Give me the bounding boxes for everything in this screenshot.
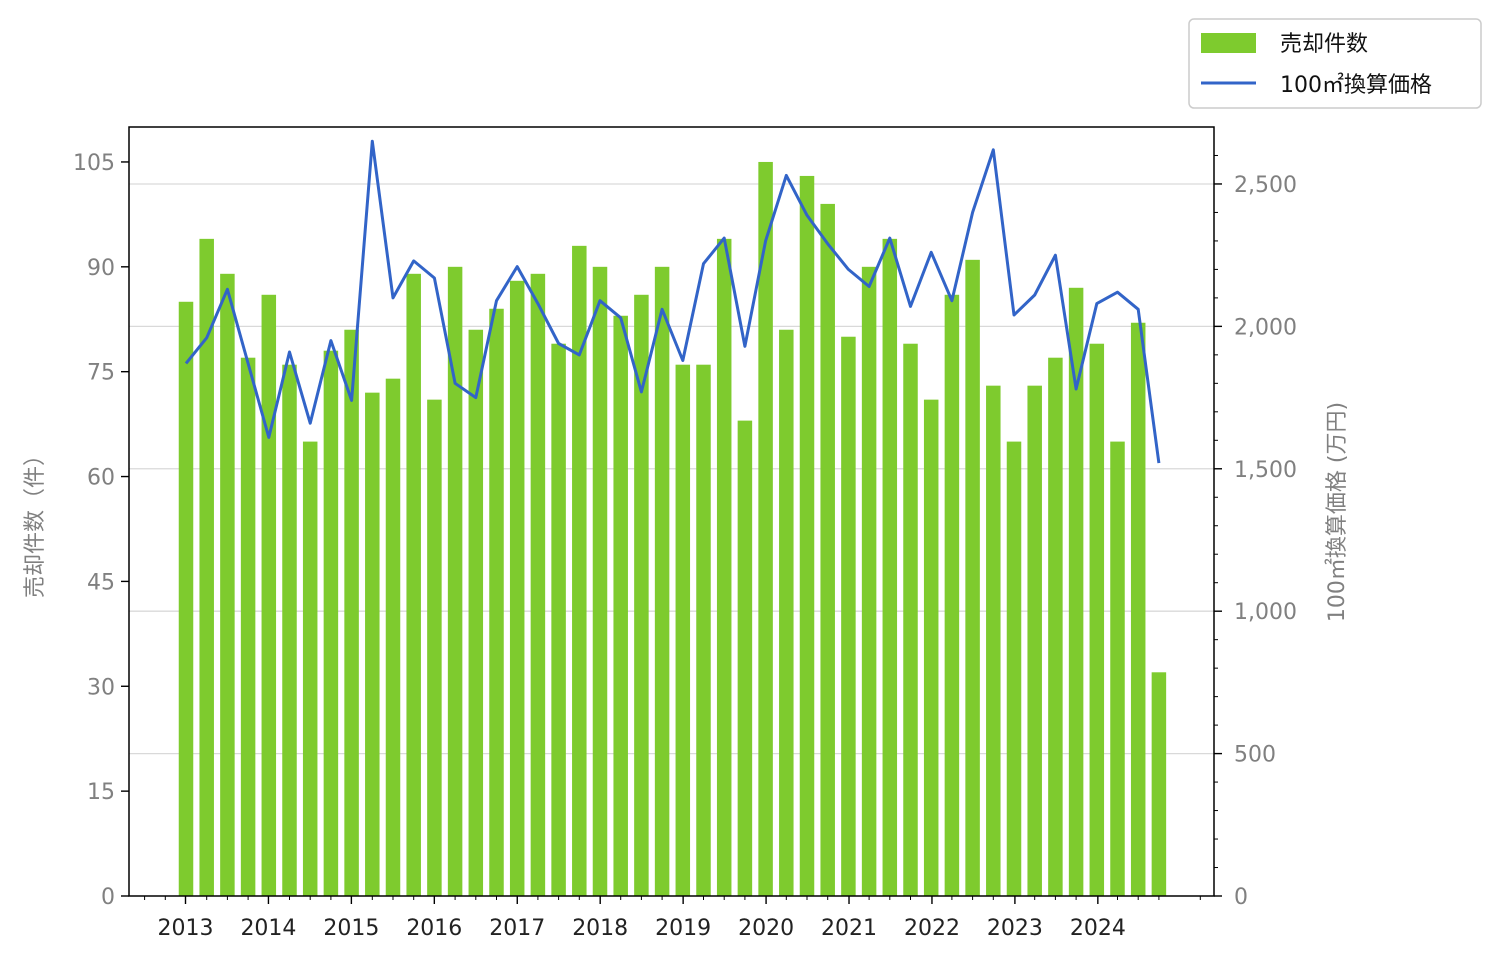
bar	[965, 259, 980, 896]
right-axis-ticks: 0 500 1,000 1,500 2,000 2,500	[1214, 154, 1297, 910]
x-tick-label: 2013	[158, 916, 214, 941]
bar	[468, 329, 484, 897]
bar	[779, 329, 794, 897]
right-tick-label: 1,000	[1234, 600, 1297, 625]
bar	[447, 266, 463, 896]
bar	[944, 294, 960, 896]
bar	[716, 238, 732, 896]
legend-frame	[1188, 18, 1482, 109]
right-axis-label: 100㎡換算価格 (万円)	[1324, 402, 1350, 622]
bar	[365, 392, 380, 896]
left-tick-label: 30	[87, 675, 115, 700]
x-tick-label: 2020	[738, 916, 794, 941]
bar	[572, 245, 587, 896]
bar	[882, 238, 898, 896]
bar	[323, 350, 339, 896]
bar	[861, 266, 877, 896]
bar	[199, 238, 214, 896]
right-tick-label: 0	[1234, 885, 1248, 910]
x-tick-label: 2018	[572, 916, 628, 941]
bar	[799, 175, 815, 896]
bar	[841, 336, 856, 896]
bar	[240, 357, 256, 896]
bar	[923, 399, 939, 896]
bar	[261, 294, 277, 896]
plot-frame	[128, 126, 1215, 897]
bar	[634, 294, 649, 896]
bar	[509, 280, 525, 896]
bar	[385, 378, 401, 896]
bar	[427, 399, 442, 896]
bar	[220, 273, 235, 896]
x-tick-label: 2017	[489, 916, 545, 941]
right-tick-label: 500	[1234, 743, 1276, 768]
legend: 売却件数 100㎡換算価格	[1188, 18, 1482, 109]
bar	[654, 266, 670, 896]
bar	[489, 308, 504, 896]
bar	[986, 385, 1001, 896]
left-tick-label: 15	[87, 780, 115, 805]
axes	[128, 126, 1215, 897]
line-series-price	[184, 139, 1161, 464]
left-tick-label: 90	[87, 256, 115, 281]
bar	[1006, 441, 1022, 896]
left-tick-label: 105	[73, 151, 115, 176]
left-tick-label: 45	[87, 570, 115, 595]
right-tick-label: 2,500	[1234, 173, 1297, 198]
bar	[178, 301, 194, 897]
bar	[820, 203, 835, 896]
bar	[1130, 322, 1146, 896]
x-tick-label: 2022	[904, 916, 960, 941]
bar	[758, 161, 773, 897]
bar	[1048, 357, 1063, 896]
bar	[1110, 441, 1125, 896]
bar	[406, 273, 421, 896]
left-tick-label: 60	[87, 466, 115, 491]
x-axis-ticks: 2013 2014 2015 2016 2017 2018 2019 2020 2021 2022…	[144, 896, 1201, 941]
legend-bar-swatch	[1201, 33, 1256, 53]
x-tick-label: 2019	[655, 916, 711, 941]
legend-line-label: 100㎡換算価格	[1280, 72, 1432, 98]
bar	[302, 441, 318, 896]
bar-series-sales-count	[178, 161, 1167, 897]
bar	[737, 420, 753, 896]
bar	[903, 343, 918, 897]
bar	[592, 266, 608, 896]
x-tick-label: 2015	[323, 916, 379, 941]
left-tick-label: 0	[101, 885, 115, 910]
x-tick-label: 2024	[1070, 916, 1126, 941]
left-axis-label: 売却件数（件）	[23, 444, 48, 598]
bar	[1027, 385, 1042, 896]
right-tick-label: 1,500	[1234, 458, 1297, 483]
price-line	[184, 139, 1161, 464]
x-tick-label: 2023	[987, 916, 1043, 941]
bar	[1089, 343, 1105, 897]
legend-bar-label: 売却件数	[1280, 32, 1368, 57]
bar	[613, 315, 628, 897]
bar	[1151, 672, 1167, 896]
bar	[344, 329, 359, 897]
x-tick-label: 2016	[406, 916, 462, 941]
bar	[1068, 287, 1084, 897]
left-axis-ticks: 0 15 30 45 60 75 90 105	[73, 151, 129, 910]
bar	[530, 273, 546, 896]
right-tick-label: 2,000	[1234, 315, 1297, 340]
bar	[696, 364, 711, 896]
bar	[282, 364, 297, 896]
bar	[551, 343, 566, 897]
x-tick-label: 2014	[240, 916, 296, 941]
x-tick-label: 2021	[821, 916, 877, 941]
left-tick-label: 75	[87, 361, 115, 386]
bar	[675, 364, 691, 896]
